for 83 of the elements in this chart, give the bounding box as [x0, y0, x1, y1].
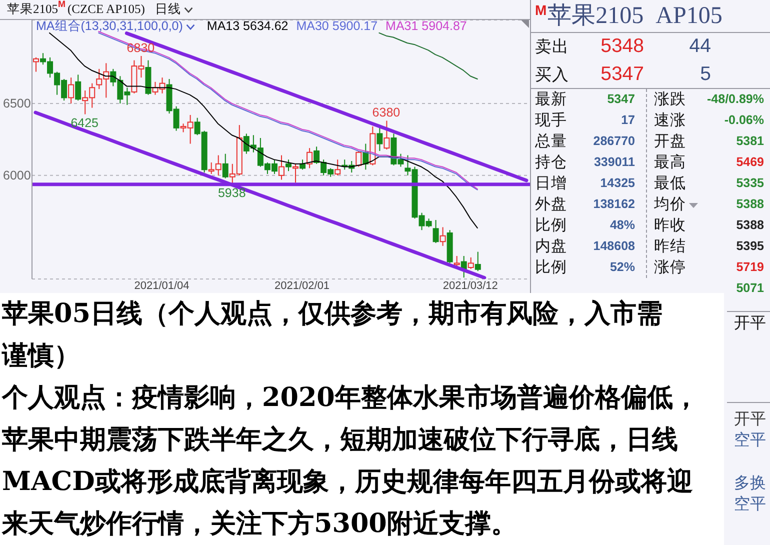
text: 5388	[736, 197, 764, 211]
y-tick-label: 6000	[3, 168, 31, 182]
text: 涨停	[654, 259, 686, 276]
candlestick	[75, 74, 82, 102]
candlestick	[68, 77, 74, 104]
text: 空平	[734, 496, 766, 514]
text: 空平	[734, 432, 766, 450]
text: 138162	[593, 197, 635, 211]
candlestick	[376, 126, 383, 152]
text: 日增	[535, 175, 567, 192]
text: 均价	[654, 196, 686, 213]
candlestick	[222, 153, 228, 179]
text: 开平	[734, 315, 766, 332]
candlestick	[468, 256, 474, 270]
text: 17	[621, 113, 635, 127]
text: 昨收	[654, 217, 686, 234]
text: 5469	[736, 155, 764, 169]
candlestick	[286, 159, 292, 172]
text: 5719	[736, 260, 764, 274]
chart-subtitle: 日线	[154, 2, 181, 16]
text: 开盘	[654, 133, 686, 150]
text: 个人观点：疫情影响，2020年整体水果市场普遍价格偏低，苹果中期震荡下跌半年之久，短期加速破位下行寻底，日线MACD或将形成底背离现象，历史规律每年四五月份或将迎来天气炒作行情，关注下方5300附近支撑。	[0, 381, 700, 541]
text: 5348	[600, 35, 644, 57]
text: 买入	[535, 65, 569, 84]
candlestick	[356, 150, 362, 168]
candlestick	[454, 255, 460, 268]
text: -48/0.89%	[707, 92, 764, 106]
text: 5335	[736, 176, 764, 190]
legend-title: MA组合(13,30,31,100,0,0)	[36, 19, 183, 33]
candlestick	[432, 220, 439, 244]
chart-title: 苹果2105$^{M}$(CZCE AP105)	[7, 0, 145, 16]
text: 48%	[610, 218, 635, 232]
line-series	[49, 32, 478, 228]
text: 52%	[610, 260, 635, 274]
candlestick	[384, 120, 390, 150]
text: 14325	[600, 176, 635, 190]
annotation: 6380	[372, 106, 400, 120]
text: 5	[700, 63, 711, 85]
line-series	[378, 32, 478, 80]
text: MA31 5904.87	[386, 19, 467, 33]
candlestick	[334, 159, 341, 176]
text: 持仓	[535, 154, 567, 171]
text: 涨跌	[654, 91, 686, 108]
text: 苹果05日线（个人观点，仅供参考，期市有风险，入市需谨慎）	[0, 297, 664, 373]
text: 内盘	[535, 238, 567, 255]
text: MA13 5634.62	[206, 19, 288, 33]
text: 外盘	[535, 196, 567, 213]
candlestick	[278, 154, 284, 180]
text: 339011	[594, 155, 635, 169]
x-tick-label: 2021/03/12	[442, 280, 498, 292]
text: 最高	[654, 154, 686, 171]
text: 5071	[736, 281, 764, 295]
text: 286770	[593, 134, 635, 148]
text: 5381	[736, 134, 764, 148]
text: MA30 5900.17	[296, 19, 378, 33]
text: -0.06%	[724, 113, 764, 127]
text: 多换	[734, 474, 766, 492]
x-tick-label: 2021/01/04	[134, 280, 190, 292]
candlestick	[474, 251, 481, 272]
x-tick-label: 2021/02/01	[274, 280, 330, 292]
text: 5347	[600, 63, 644, 85]
text: 速涨	[654, 112, 686, 129]
text: 最新	[535, 91, 567, 108]
text: 44	[689, 35, 711, 57]
text: 最低	[654, 175, 686, 192]
text: 5395	[736, 239, 764, 253]
text: 比例	[535, 217, 567, 234]
text: 5347	[607, 92, 635, 106]
text: $^{M}$苹果2105 AP105	[535, 2, 722, 30]
candlestick	[440, 226, 446, 246]
annotation: 6425	[70, 116, 99, 130]
text: 现手	[535, 112, 567, 129]
text: 卖出	[535, 37, 569, 56]
y-tick-label: 6500	[3, 96, 31, 110]
text: 5388	[736, 218, 764, 232]
candlestick	[306, 148, 313, 169]
annotation: 5938	[218, 186, 246, 200]
text: 开平	[734, 411, 766, 428]
text: 比例	[535, 259, 567, 276]
candlestick	[33, 56, 39, 72]
text: 148608	[593, 239, 635, 253]
text: 总量	[535, 133, 567, 150]
text: 昨结	[654, 238, 686, 255]
